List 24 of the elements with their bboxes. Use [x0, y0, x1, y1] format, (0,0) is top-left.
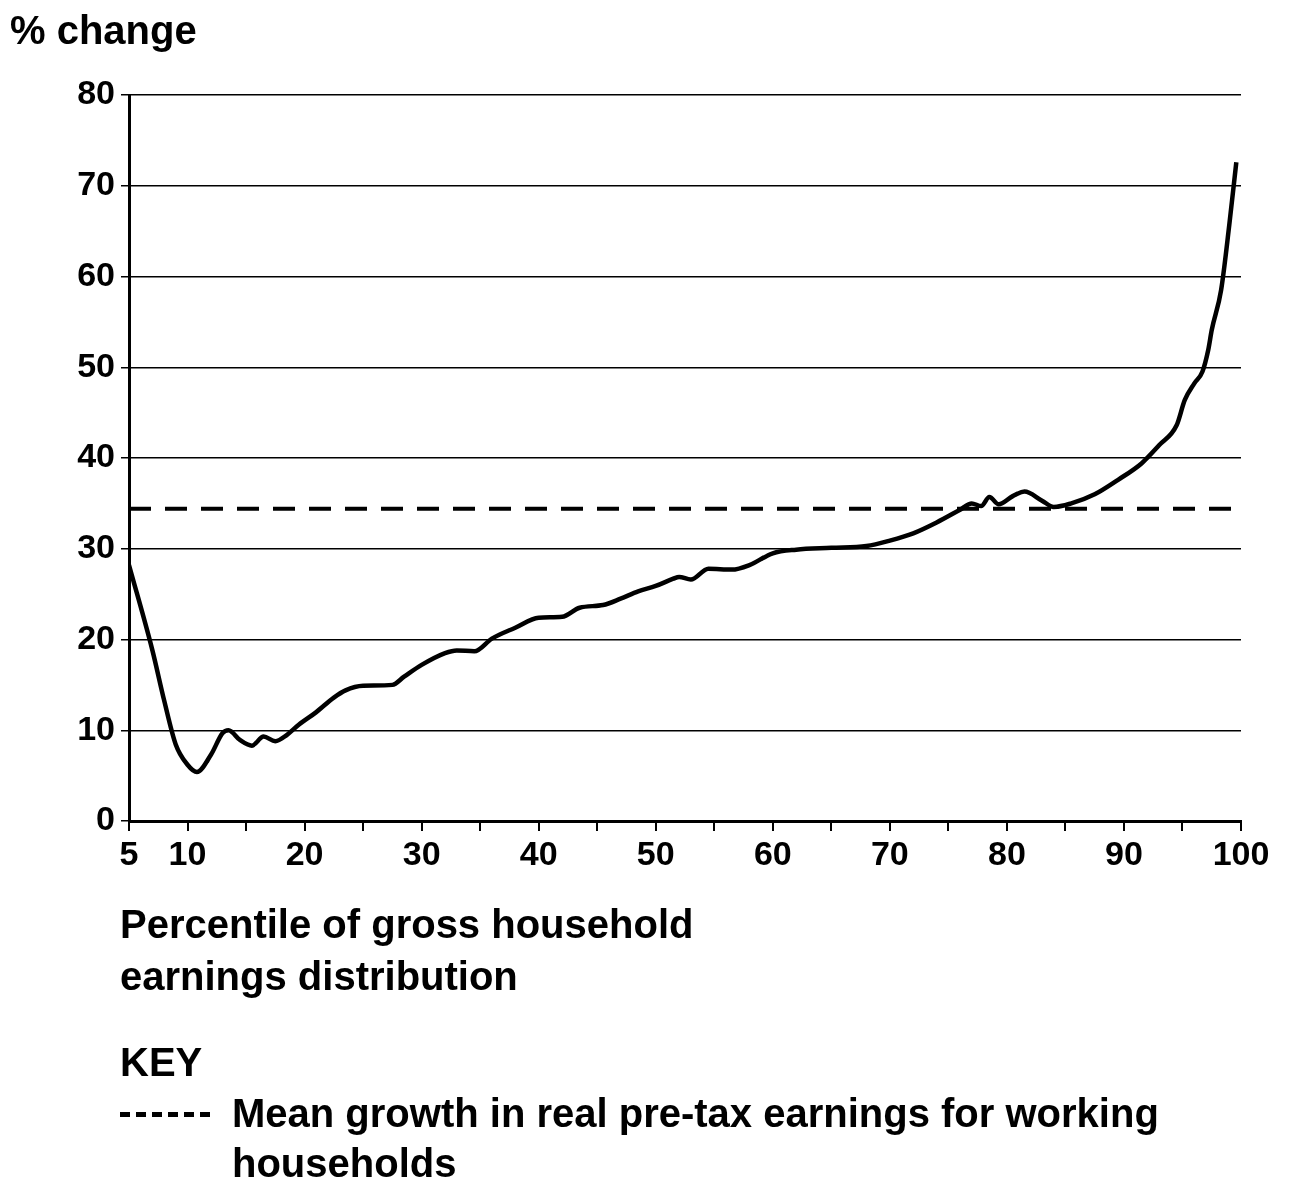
y-tick-label: 40	[77, 436, 115, 475]
y-tick-label: 60	[77, 254, 115, 293]
legend-label: Mean growth in real pre-tax earnings for working households	[232, 1090, 1160, 1187]
x-tick-label: 70	[870, 833, 909, 872]
y-axis-title: % change	[10, 8, 197, 53]
x-tick-label: 40	[519, 833, 558, 872]
y-tick-label: 30	[77, 527, 115, 566]
y-tick-label: 20	[77, 617, 115, 656]
x-tick-label: 80	[987, 833, 1026, 872]
x-tick-label: 90	[1105, 833, 1143, 872]
y-tick-label: 0	[96, 799, 115, 838]
x-tick-label: 60	[753, 833, 792, 872]
x-axis-title: Percentile of gross household earnings distribution	[120, 901, 695, 1000]
x-tick-label: 50	[636, 833, 675, 872]
y-tick-label: 50	[77, 345, 115, 384]
x-tick-label: 5	[119, 833, 139, 872]
y-tick-label: 70	[77, 164, 115, 203]
x-tick-label: 30	[402, 833, 441, 872]
x-tick-label: 100	[1212, 833, 1270, 872]
y-tick-label: 10	[77, 708, 115, 747]
legend-title: KEY	[120, 1040, 203, 1085]
y-tick-label: 80	[77, 73, 115, 112]
x-tick-label: 10	[168, 833, 207, 872]
x-tick-label: 20	[285, 833, 324, 872]
